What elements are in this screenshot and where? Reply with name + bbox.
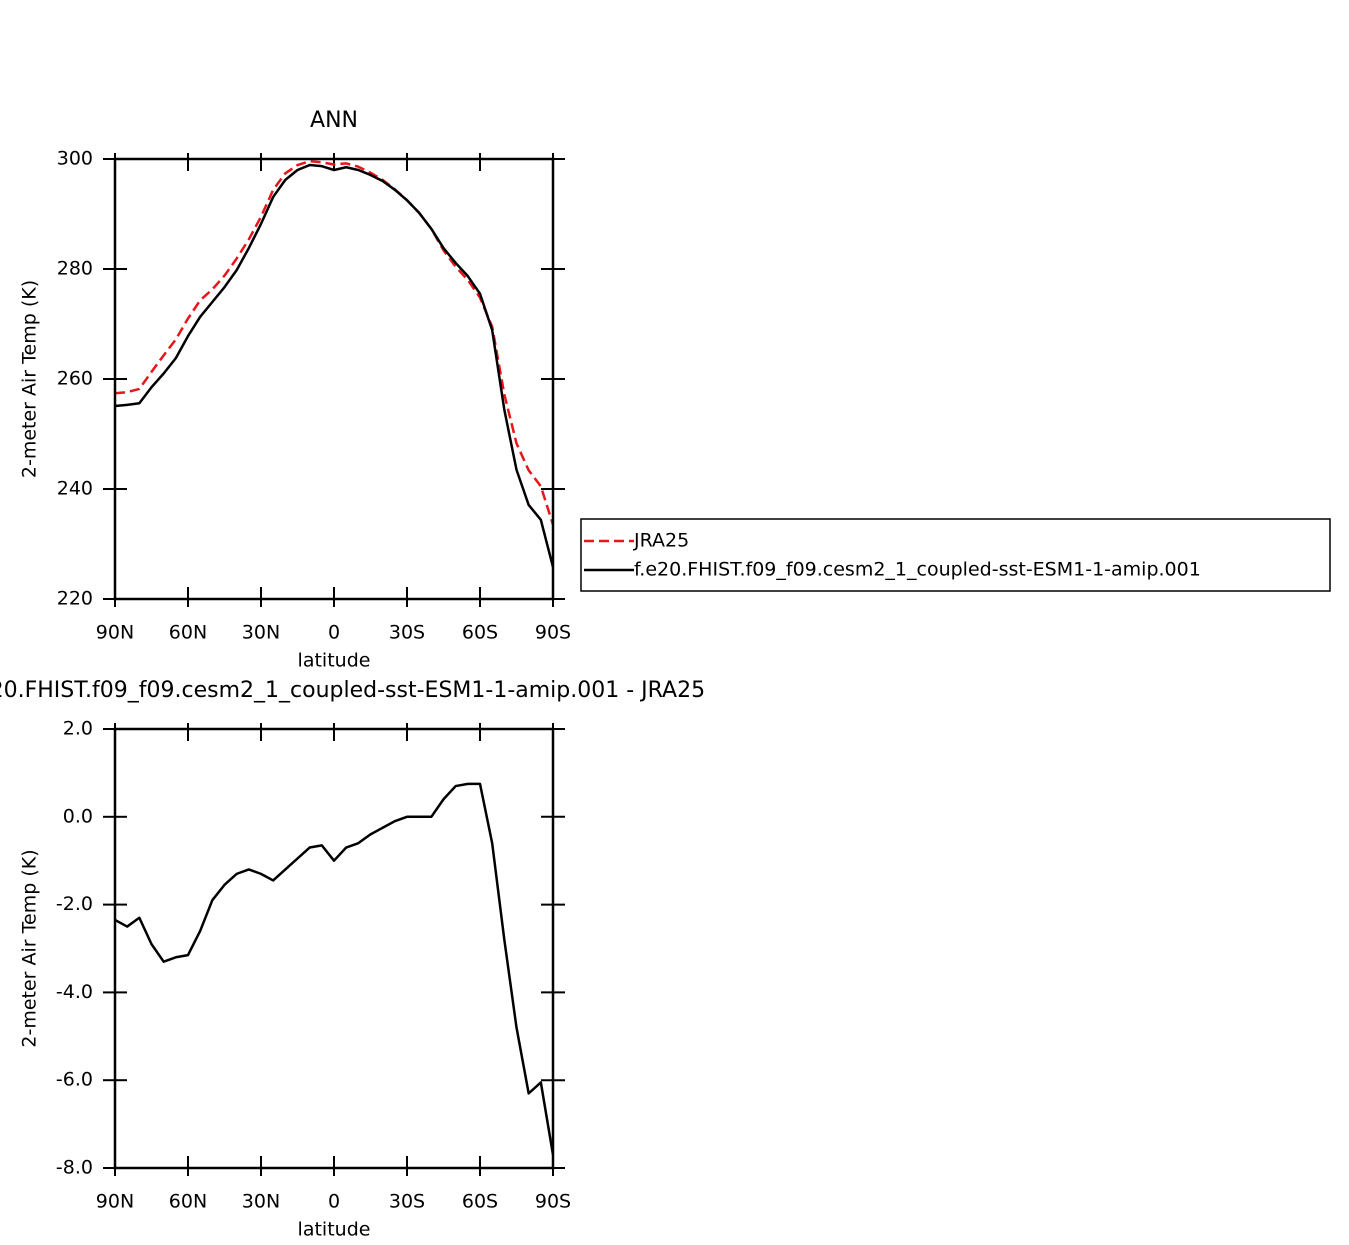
x-tick-label: 30N	[242, 1191, 280, 1213]
data-line	[114, 163, 555, 568]
y-tick-label: -4.0	[56, 981, 93, 1003]
y-axis-label: 2-meter Air Temp (K)	[19, 849, 41, 1047]
y-tick-label: 300	[57, 148, 93, 170]
x-tick-label: 30S	[389, 1191, 425, 1213]
chart-title: f.e20.FHIST.f09_f09.cesm2_1_coupled-sst-…	[0, 678, 705, 703]
legend-label: JRA25	[633, 530, 689, 552]
x-tick-label: 30N	[242, 622, 280, 644]
plot-frame	[113, 727, 555, 1170]
x-tick-label: 30S	[389, 622, 425, 644]
x-tick-label: 60N	[169, 622, 207, 644]
legend: JRA25 f.e20.FHIST.f09_f09.cesm2_1_coupled…	[580, 518, 1331, 592]
y-tick-label: -8.0	[56, 1157, 93, 1179]
chart-title: ANN	[310, 108, 358, 133]
x-tick-label: 60S	[462, 1191, 498, 1213]
x-tick-label: 60S	[462, 622, 498, 644]
x-axis-label: latitude	[298, 1219, 371, 1241]
x-tick-label: 0	[328, 1191, 340, 1213]
y-tick-label: 240	[57, 478, 93, 500]
y-tick-label: 220	[57, 588, 93, 610]
data-line	[114, 159, 555, 526]
data-line	[114, 782, 555, 1156]
y-tick-label: 260	[57, 368, 93, 390]
y-tick-label: -2.0	[56, 893, 93, 915]
y-axis-label: 2-meter Air Temp (K)	[19, 280, 41, 478]
x-tick-label: 60N	[169, 1191, 207, 1213]
y-tick-label: -6.0	[56, 1069, 93, 1091]
x-tick-label: 0	[328, 622, 340, 644]
legend-label: f.e20.FHIST.f09_f09.cesm2_1_coupled-sst-…	[634, 559, 1201, 581]
x-tick-label: 90N	[96, 622, 134, 644]
x-tick-label: 90S	[535, 1191, 571, 1213]
x-tick-label: 90N	[96, 1191, 134, 1213]
x-axis-label: latitude	[298, 650, 371, 672]
y-tick-label: 2.0	[63, 718, 93, 740]
x-tick-label: 90S	[535, 622, 571, 644]
y-tick-label: 280	[57, 258, 93, 280]
legend-box	[580, 518, 1331, 592]
plot-frame	[113, 157, 555, 601]
y-tick-label: 0.0	[63, 805, 93, 827]
